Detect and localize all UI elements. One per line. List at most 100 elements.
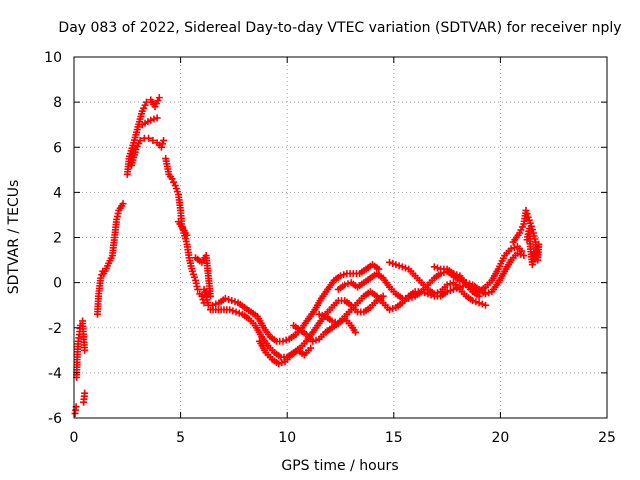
data-point	[386, 306, 394, 314]
data-point	[278, 359, 286, 367]
data-point	[136, 136, 144, 144]
data-point	[235, 309, 243, 317]
data-point	[194, 285, 202, 293]
data-point	[145, 134, 153, 142]
data-point	[309, 337, 317, 345]
data-point	[449, 270, 457, 278]
x-tick-label: 25	[598, 430, 616, 446]
data-point	[446, 287, 454, 295]
data-point	[312, 336, 320, 344]
data-point	[147, 116, 155, 124]
data-point	[430, 263, 438, 271]
data-point	[282, 336, 290, 344]
data-point	[395, 262, 403, 270]
data-point	[434, 264, 442, 272]
data-point	[475, 299, 483, 307]
data-point	[398, 263, 406, 271]
data-point	[449, 285, 457, 293]
data-point	[351, 328, 359, 336]
data-point	[119, 200, 127, 208]
data-point	[522, 206, 530, 214]
data-point	[481, 290, 489, 298]
data-point	[510, 244, 518, 252]
data-point	[443, 288, 451, 296]
data-point	[340, 271, 348, 279]
data-point	[518, 247, 526, 255]
data-point	[328, 317, 336, 325]
data-point	[517, 250, 525, 258]
data-point	[97, 274, 105, 282]
data-point	[157, 143, 165, 151]
data-point	[513, 249, 521, 257]
y-axis-title: SDTVAR / TECUs	[6, 180, 22, 295]
data-point	[446, 280, 454, 288]
data-point	[81, 346, 89, 354]
data-point	[389, 259, 397, 267]
data-point	[453, 271, 461, 279]
data-point	[198, 292, 206, 300]
data-point	[231, 298, 239, 306]
data-point	[341, 281, 349, 289]
data-point	[228, 297, 236, 305]
data-point	[523, 210, 531, 218]
data-point	[469, 297, 477, 305]
chart-title: Day 083 of 2022, Sidereal Day-to-day VTE…	[58, 20, 621, 36]
data-point	[307, 344, 315, 352]
x-tick-label: 15	[385, 430, 403, 446]
data-point	[150, 115, 158, 123]
data-point	[478, 300, 486, 308]
data-series	[71, 94, 543, 417]
y-tick-label: -4	[48, 366, 62, 382]
data-point	[375, 265, 383, 273]
data-point	[392, 261, 400, 269]
y-tick-label: -6	[48, 411, 62, 427]
data-point	[232, 308, 240, 316]
y-tick-label: 0	[53, 276, 62, 292]
x-axis-title: GPS time / hours	[281, 458, 398, 474]
data-point	[153, 114, 161, 122]
y-tick-label: 6	[53, 140, 62, 156]
data-point	[80, 398, 88, 406]
data-point	[279, 337, 287, 345]
data-point	[337, 272, 344, 280]
data-point	[443, 281, 451, 289]
y-tick-label: 4	[53, 185, 62, 201]
data-point	[379, 292, 387, 300]
data-point	[331, 318, 339, 326]
data-point	[430, 290, 438, 298]
data-point	[475, 292, 483, 300]
axis-ticks: 0 5 10 15 20 25 -6 -4 -2 0 2 4 6 8 10	[44, 50, 616, 446]
data-point	[318, 311, 326, 319]
x-tick-label: 10	[278, 430, 296, 446]
y-tick-label: 10	[44, 50, 62, 66]
data-point	[315, 310, 323, 318]
data-point	[507, 245, 515, 253]
x-tick-label: 20	[491, 430, 509, 446]
data-point	[386, 258, 394, 266]
data-point	[472, 298, 480, 306]
x-tick-label: 5	[176, 430, 185, 446]
data-point	[523, 236, 531, 244]
data-point	[149, 136, 157, 144]
data-point	[434, 289, 442, 297]
x-tick-label: 0	[70, 430, 79, 446]
data-point	[225, 296, 233, 304]
data-point	[465, 280, 473, 288]
data-point	[183, 231, 191, 239]
data-point	[389, 305, 397, 313]
data-point	[158, 140, 166, 148]
data-point	[402, 264, 410, 272]
y-tick-label: 2	[53, 231, 62, 247]
data-point	[520, 252, 528, 260]
data-point	[453, 284, 461, 292]
data-point	[485, 289, 493, 297]
data-point	[481, 301, 489, 309]
data-point	[405, 294, 413, 302]
data-point	[275, 360, 283, 368]
y-tick-label: 8	[53, 95, 62, 111]
data-point	[226, 306, 234, 314]
data-point	[229, 307, 237, 315]
data-point	[408, 293, 416, 301]
